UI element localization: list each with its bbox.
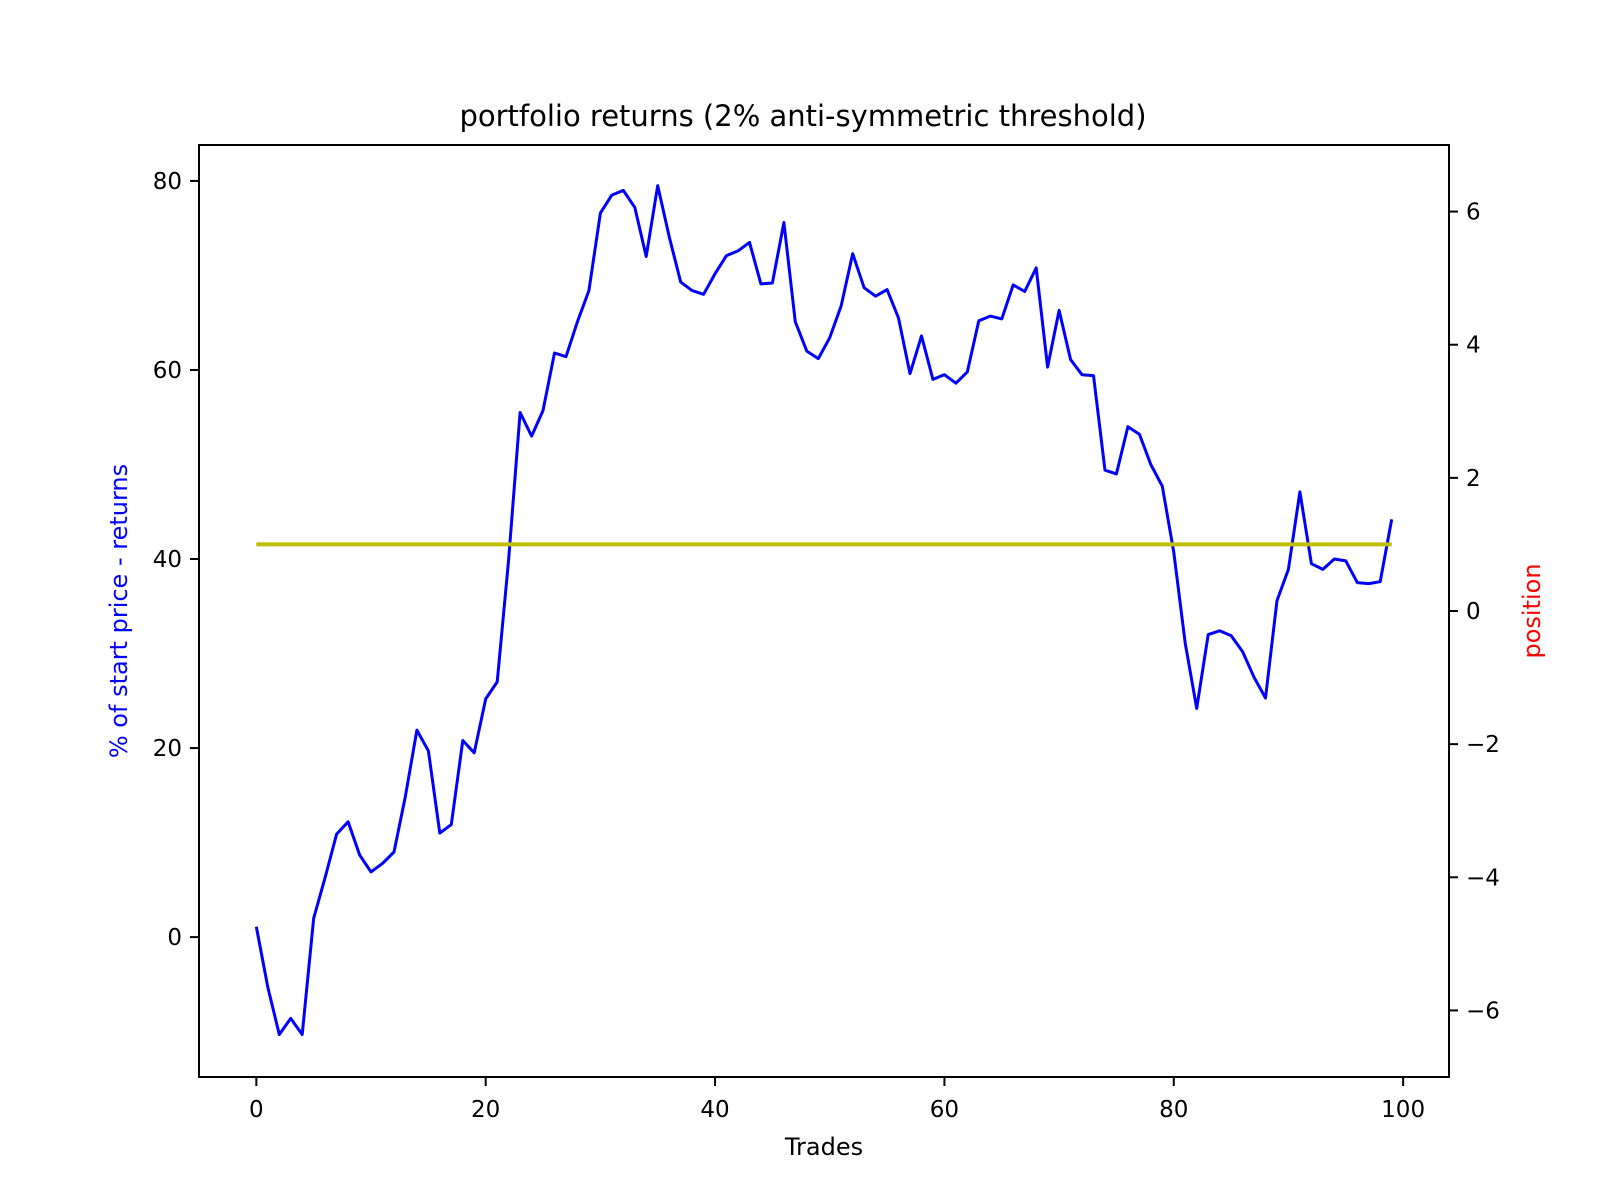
y-right-tick-label: 0 — [1466, 599, 1481, 625]
series-line-0 — [254, 184, 1394, 1036]
x-tick-label: 0 — [249, 1097, 264, 1123]
y-right-tick-label: −2 — [1466, 732, 1500, 758]
plot-frame — [198, 144, 1450, 1078]
y-axis-left: 0 20 40 60 80 — [153, 169, 199, 951]
y-axis-right: −6 −4 −2 0 2 4 6 — [1449, 200, 1500, 1024]
y-axis-left-title: % of start price - returns — [105, 464, 133, 758]
x-tick-label: 40 — [700, 1097, 729, 1123]
y-axis-right-title: position — [1518, 563, 1546, 658]
chart-title: portfolio returns (2% anti-symmetric thr… — [459, 99, 1146, 133]
y-right-tick-label: 6 — [1466, 200, 1481, 226]
y-right-tick-label: −4 — [1466, 865, 1500, 891]
x-tick-label: 80 — [1159, 1097, 1188, 1123]
y-right-tick-label: −6 — [1466, 998, 1500, 1024]
x-axis-title: Trades — [784, 1133, 863, 1161]
x-tick-label: 60 — [930, 1097, 959, 1123]
y-left-tick-label: 0 — [167, 925, 182, 951]
x-axis: 0 20 40 60 80 100 — [249, 1077, 1425, 1123]
plot-lines — [254, 184, 1394, 1036]
y-right-tick-label: 4 — [1466, 333, 1481, 359]
x-tick-label: 20 — [471, 1097, 500, 1123]
y-left-tick-label: 40 — [153, 547, 182, 573]
y-left-tick-label: 80 — [153, 169, 182, 195]
y-left-tick-label: 20 — [153, 736, 182, 762]
y-left-tick-label: 60 — [153, 358, 182, 384]
y-right-tick-label: 2 — [1466, 466, 1481, 492]
x-tick-label: 100 — [1381, 1097, 1425, 1123]
